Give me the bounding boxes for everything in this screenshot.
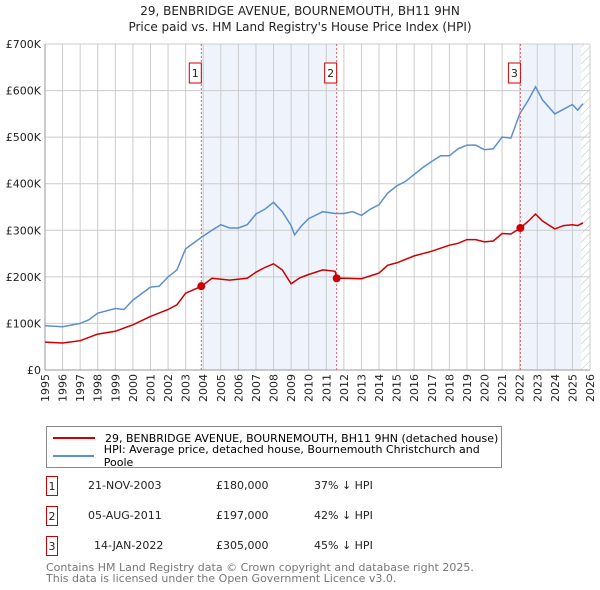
x-tick-label: 2025 — [566, 374, 579, 402]
x-tick-label: 2020 — [479, 374, 492, 402]
x-tick-label: 2017 — [426, 374, 439, 402]
x-tick-label: 2024 — [549, 374, 562, 402]
x-tick-label: 2004 — [197, 374, 210, 402]
footer: Contains HM Land Registry data © Crown c… — [46, 562, 474, 584]
sale-number: 2 — [46, 506, 58, 526]
sale-date: 05-AUG-2011 — [88, 509, 162, 522]
y-tick-label: £700K — [6, 38, 42, 51]
sale-price: £197,000 — [216, 509, 269, 522]
sale-number: 1 — [46, 476, 58, 496]
x-tick-label: 2026 — [584, 374, 597, 402]
legend-label: 29, BENBRIDGE AVENUE, BOURNEMOUTH, BH11 … — [105, 431, 499, 445]
legend: 29, BENBRIDGE AVENUE, BOURNEMOUTH, BH11 … — [46, 426, 502, 469]
y-tick-label: £500K — [6, 131, 42, 144]
sale-price: £180,000 — [216, 479, 269, 492]
x-tick-label: 2022 — [514, 374, 527, 402]
y-tick-label: £600K — [6, 85, 42, 98]
x-tick-label: 2019 — [461, 374, 474, 402]
sale-label: 1 — [192, 67, 199, 80]
x-tick-label: 2015 — [391, 374, 404, 402]
x-tick-label: 2006 — [232, 374, 245, 402]
sale-date: 21-NOV-2003 — [88, 479, 162, 492]
sale-number: 3 — [46, 536, 58, 556]
y-tick-label: £100K — [6, 317, 42, 330]
x-tick-label: 1999 — [109, 374, 122, 402]
legend-label: HPI: Average price, detached house, Bour… — [103, 443, 480, 469]
x-tick-label: 2003 — [180, 374, 193, 402]
sale-point — [197, 282, 206, 291]
y-tick-label: £0 — [27, 364, 41, 377]
future-hatch — [581, 44, 590, 370]
y-tick-label: £400K — [6, 178, 42, 191]
chart-title: 29, BENBRIDGE AVENUE, BOURNEMOUTH, BH11 … — [140, 4, 460, 18]
x-tick-label: 2011 — [320, 374, 333, 402]
x-tick-label: 2010 — [303, 374, 316, 402]
legend-item-hpi: HPI: Average price, detached house, Bour… — [53, 443, 501, 469]
x-tick-label: 2009 — [285, 374, 298, 402]
y-tick-label: £300K — [6, 224, 42, 237]
legend-swatch-red — [53, 437, 95, 439]
x-tick-label: 1997 — [74, 374, 87, 402]
sale-label-box — [507, 62, 521, 84]
x-tick-label: 2007 — [250, 374, 263, 402]
sale-label-box — [324, 62, 338, 84]
x-tick-label: 1995 — [39, 374, 52, 402]
sale-point — [516, 223, 525, 232]
sale-hpi-diff: 45% ↓ HPI — [314, 539, 373, 552]
x-tick-label: 1996 — [57, 374, 70, 402]
x-tick-label: 2023 — [531, 374, 544, 402]
x-tick-label: 2005 — [215, 374, 228, 402]
x-tick-label: 2016 — [408, 374, 421, 402]
chart-subtitle: Price paid vs. HM Land Registry's House … — [128, 20, 472, 34]
x-tick-label: 1998 — [92, 374, 105, 402]
x-tick-label: 2012 — [338, 374, 351, 402]
x-tick-label: 2001 — [144, 374, 157, 402]
sale-hpi-diff: 37% ↓ HPI — [314, 479, 373, 492]
sale-date: 14-JAN-2022 — [94, 539, 164, 552]
hpi-line — [44, 85, 584, 328]
chart: £0 £100K £200K £300K £400K £500K £600K £700K 199… — [6, 38, 597, 402]
legend-swatch-blue — [53, 455, 94, 457]
shade-region-3 — [520, 44, 582, 370]
x-tick-label: 2021 — [496, 374, 509, 402]
sale-hpi-diff: 42% ↓ HPI — [314, 509, 373, 522]
footer-line-2: This data is licensed under the Open Gov… — [46, 572, 397, 585]
sale-price: £305,000 — [216, 539, 269, 552]
x-tick-label: 2014 — [373, 374, 386, 402]
x-tick-label: 2002 — [162, 374, 175, 402]
sale-label: 2 — [327, 67, 334, 80]
shade-region-1-2 — [201, 44, 337, 370]
x-tick-label: 2013 — [355, 374, 368, 402]
x-tick-label: 2008 — [268, 374, 281, 402]
footer-line-1: Contains HM Land Registry data © Crown c… — [46, 561, 474, 574]
x-tick-label: 2018 — [443, 374, 456, 402]
sale-point — [332, 274, 341, 283]
x-tick-label: 2000 — [127, 374, 140, 402]
y-tick-label: £200K — [6, 271, 42, 284]
legend-item-property: 29, BENBRIDGE AVENUE, BOURNEMOUTH, BH11 … — [53, 430, 498, 446]
sale-label-box — [188, 62, 202, 84]
sale-label: 3 — [511, 67, 518, 80]
